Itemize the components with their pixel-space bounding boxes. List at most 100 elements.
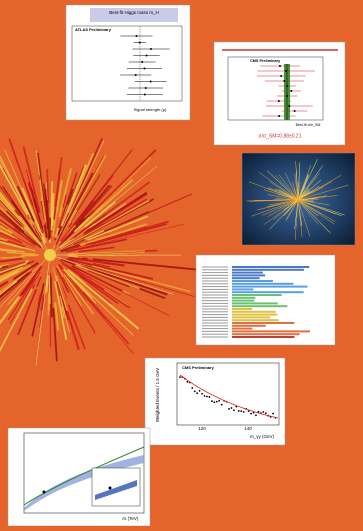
row-label [202, 323, 228, 324]
x-tick-label: 120 [198, 426, 206, 431]
point [253, 412, 255, 414]
point [228, 408, 230, 410]
point [144, 94, 146, 96]
point [139, 42, 141, 44]
track [47, 169, 48, 202]
cms-panel: CMS Preliminary Best fit σ/σ_SM σ/σ_SM=0… [214, 42, 345, 145]
row-label [202, 295, 228, 296]
event-panel [242, 153, 355, 245]
point [290, 90, 292, 92]
point [221, 404, 223, 406]
panel-frame [145, 358, 285, 445]
experiment-label: ATLAS Preliminary [75, 27, 112, 32]
point [135, 74, 137, 76]
point [194, 390, 196, 392]
x-axis-label: Best fit σ/σ_SM [296, 123, 321, 127]
bar-table-panel [196, 255, 335, 345]
bar [232, 308, 252, 310]
point [294, 110, 296, 112]
bar [232, 319, 279, 321]
row-label [202, 286, 228, 287]
diphoton-panel: CMS Preliminary Weighted Events / 1.5 Ge… [145, 358, 285, 445]
x-axis-label: Signal strength (μ) [134, 107, 167, 112]
point [233, 409, 235, 411]
bar [232, 333, 300, 335]
row-label [202, 297, 228, 298]
x-tick-label: 140 [244, 426, 252, 431]
row-label [202, 306, 228, 307]
point [150, 48, 152, 50]
bar [232, 269, 304, 271]
track [48, 293, 49, 316]
panel-title: Best-fit Higgs mass m_H [109, 10, 159, 15]
row-label [202, 309, 228, 310]
point [262, 411, 264, 413]
row-label [202, 283, 228, 284]
bar [232, 266, 309, 268]
point [250, 413, 252, 415]
row-label [202, 278, 228, 279]
row-label [202, 292, 228, 293]
point [196, 392, 198, 394]
point [280, 75, 282, 77]
bar [232, 302, 278, 304]
row-label [202, 320, 228, 321]
point [288, 105, 290, 107]
point [150, 81, 152, 83]
bar [232, 322, 294, 324]
bar [232, 291, 304, 293]
point [218, 400, 220, 402]
bar [232, 280, 273, 282]
row-label [202, 300, 228, 301]
point [213, 401, 215, 403]
point [278, 100, 280, 102]
point [231, 407, 233, 409]
row-label [202, 269, 228, 270]
atlas-panel: Best-fit Higgs mass m_H ATLAS Preliminar… [66, 5, 190, 120]
point [179, 376, 181, 378]
panel-frame [214, 42, 345, 145]
result-label: σ/σ_SM=0.88±0.21 [259, 133, 302, 139]
point [286, 95, 288, 97]
row-label [202, 311, 228, 312]
y-axis-label: Weighted Events / 1.5 GeV [155, 368, 160, 422]
bar [232, 274, 265, 276]
bar [232, 286, 307, 288]
point [43, 491, 46, 494]
x-axis-label: √s (TeV) [122, 516, 139, 521]
bar [232, 311, 276, 313]
row-label [202, 334, 228, 335]
bar [232, 288, 253, 290]
bar [232, 294, 282, 296]
point [201, 393, 203, 395]
row-label [202, 281, 228, 282]
row-label [202, 328, 228, 329]
row-label [202, 289, 228, 290]
row-label [202, 275, 228, 276]
core [44, 249, 56, 261]
bar [232, 305, 287, 307]
point [216, 401, 218, 403]
point [209, 396, 211, 398]
bar [232, 325, 266, 327]
point [211, 400, 213, 402]
bar [232, 277, 260, 279]
cross-section-panel: √s (TeV) [8, 428, 150, 526]
bar [232, 297, 255, 299]
point [265, 412, 267, 414]
point [191, 387, 193, 389]
bar [232, 328, 252, 330]
point [135, 35, 137, 37]
bar [232, 336, 295, 338]
row-label [202, 314, 228, 315]
point [146, 55, 148, 57]
point [285, 70, 287, 72]
row-label [202, 303, 228, 304]
point [278, 115, 280, 117]
row-label [202, 331, 228, 332]
row-label [202, 337, 228, 338]
bar [232, 316, 270, 318]
x-axis-label: m_γγ (GeV) [250, 434, 275, 439]
point [255, 414, 257, 416]
